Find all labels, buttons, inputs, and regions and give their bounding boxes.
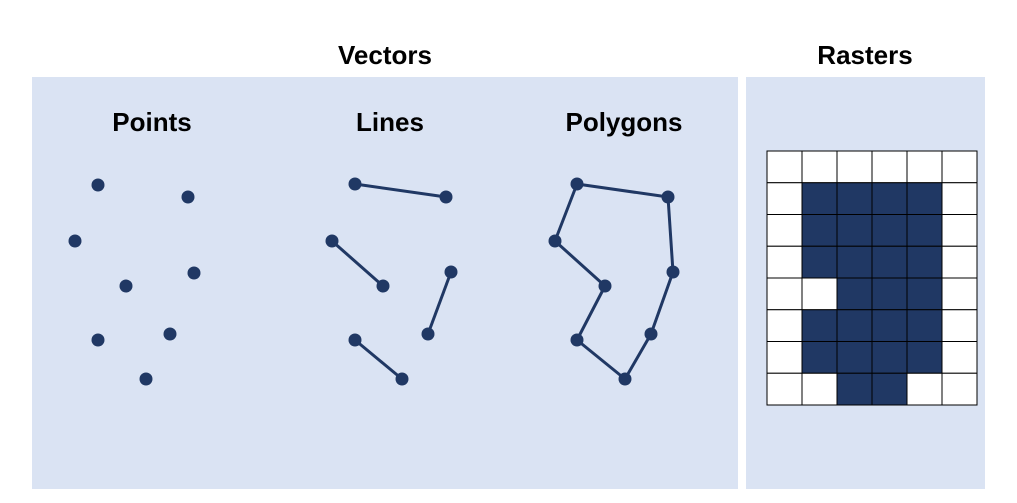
raster-cell-filled: [871, 372, 908, 406]
point: [395, 372, 409, 386]
point: [325, 234, 339, 248]
points-group: [68, 178, 201, 386]
raster-cell-empty: [941, 214, 978, 247]
raster-cell-empty: [766, 277, 803, 311]
raster-cell-empty: [941, 277, 978, 311]
point: [598, 279, 612, 293]
point: [421, 327, 435, 341]
raster-cell-filled: [871, 277, 908, 311]
polygon-group: [548, 177, 680, 386]
raster-cell-empty: [941, 309, 978, 342]
point: [68, 234, 82, 248]
line-segment: [354, 338, 403, 381]
raster-cell-filled: [871, 309, 908, 342]
point: [570, 177, 584, 191]
raster-cell-empty: [941, 341, 978, 374]
raster-cell-filled: [801, 245, 838, 279]
raster-cell-empty: [906, 150, 943, 184]
raster-cell-filled: [906, 341, 943, 374]
polygons-label: Polygons: [565, 107, 683, 137]
raster-cell-filled: [836, 372, 873, 406]
raster-cell-empty: [801, 372, 838, 406]
line-segment: [354, 182, 447, 199]
raster-cell-empty: [801, 150, 838, 184]
raster-cell-filled: [906, 182, 943, 215]
raster-cell-filled: [801, 214, 838, 247]
point: [91, 333, 105, 347]
point: [439, 190, 453, 204]
raster-cell-filled: [906, 214, 943, 247]
raster-cell-filled: [871, 341, 908, 374]
point: [187, 266, 201, 280]
raster-cell-filled: [836, 245, 873, 279]
point: [91, 178, 105, 192]
raster-cell-empty: [766, 245, 803, 279]
raster-cell-empty: [941, 182, 978, 215]
raster-cell-filled: [871, 182, 908, 215]
raster-cell-empty: [941, 245, 978, 279]
point: [444, 265, 458, 279]
point: [139, 372, 153, 386]
raster-cell-filled: [836, 214, 873, 247]
raster-cell-filled: [801, 341, 838, 374]
polygon-outline: [553, 182, 675, 381]
points-label: Points: [112, 107, 192, 137]
lines-group: [325, 177, 458, 386]
raster-cell-empty: [906, 372, 943, 406]
point: [348, 177, 362, 191]
raster-cell-filled: [836, 309, 873, 342]
vectors-heading: Vectors: [338, 40, 432, 70]
raster-cell-empty: [766, 372, 803, 406]
point: [119, 279, 133, 293]
point: [644, 327, 658, 341]
raster-cell-empty: [871, 150, 908, 184]
raster-cell-empty: [941, 150, 978, 184]
point: [570, 333, 584, 347]
line-segment: [331, 239, 384, 288]
raster-cell-empty: [766, 214, 803, 247]
raster-cell-filled: [906, 309, 943, 342]
raster-cell-empty: [766, 341, 803, 374]
raster-grid: [766, 150, 978, 406]
raster-cell-filled: [836, 182, 873, 215]
raster-cell-filled: [871, 214, 908, 247]
raster-cell-filled: [801, 182, 838, 215]
point: [181, 190, 195, 204]
point: [548, 234, 562, 248]
raster-cell-empty: [766, 182, 803, 215]
raster-cell-empty: [766, 309, 803, 342]
raster-cell-empty: [941, 372, 978, 406]
raster-cell-filled: [906, 245, 943, 279]
raster-cell-filled: [871, 245, 908, 279]
rasters-heading: Rasters: [817, 40, 913, 70]
point: [666, 265, 680, 279]
lines-label: Lines: [356, 107, 424, 137]
raster-cell-empty: [766, 150, 803, 184]
point: [618, 372, 632, 386]
point: [376, 279, 390, 293]
raster-cell-empty: [836, 150, 873, 184]
raster-cell-filled: [836, 277, 873, 311]
point: [348, 333, 362, 347]
point: [163, 327, 177, 341]
line-segment: [426, 271, 453, 335]
raster-cell-empty: [801, 277, 838, 311]
point: [661, 190, 675, 204]
raster-cell-filled: [801, 309, 838, 342]
raster-cell-filled: [836, 341, 873, 374]
raster-cell-filled: [906, 277, 943, 311]
